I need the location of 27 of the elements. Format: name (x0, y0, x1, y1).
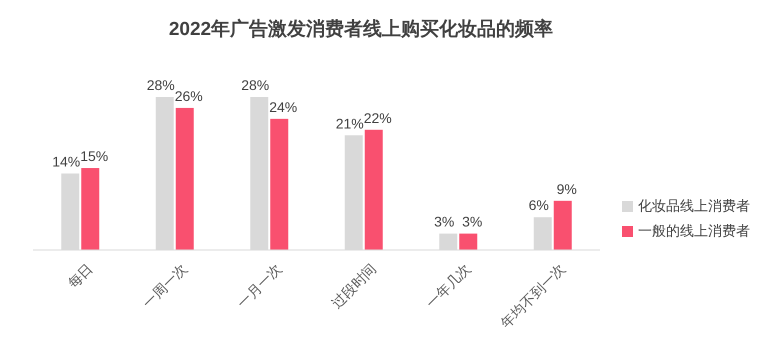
data-label: 6% (528, 197, 549, 214)
data-label: 24% (269, 98, 298, 115)
bar (176, 108, 194, 250)
x-tick-label: 一周一次 (139, 260, 190, 312)
data-label: 28% (146, 77, 175, 93)
x-tick-label: 一月一次 (234, 260, 285, 312)
x-tick-label: 过段时间 (328, 260, 380, 312)
legend-label: 化妆品线上消费者 (638, 198, 750, 214)
bar (81, 168, 100, 250)
data-label: 22% (364, 110, 392, 126)
data-label: 9% (556, 180, 577, 197)
x-tick-label: 年均不到一次 (498, 260, 568, 331)
data-label: 3% (462, 214, 482, 230)
legend-label: 一般的线上消费者 (638, 222, 750, 239)
bar (364, 130, 383, 250)
bar (459, 234, 478, 250)
x-tick-label: 每日 (64, 260, 96, 292)
data-label: 26% (174, 88, 203, 104)
data-label: 21% (336, 115, 364, 132)
data-label: 15% (80, 148, 108, 164)
bar (554, 200, 572, 250)
data-label: 14% (52, 154, 80, 170)
data-label: 28% (241, 77, 270, 93)
x-tick-label: 一年几次 (422, 260, 474, 312)
bar (270, 118, 288, 250)
data-label: 3% (434, 214, 454, 230)
chart-title: 2022年广告激发消费者线上购买化妆品的频率 (168, 18, 554, 40)
